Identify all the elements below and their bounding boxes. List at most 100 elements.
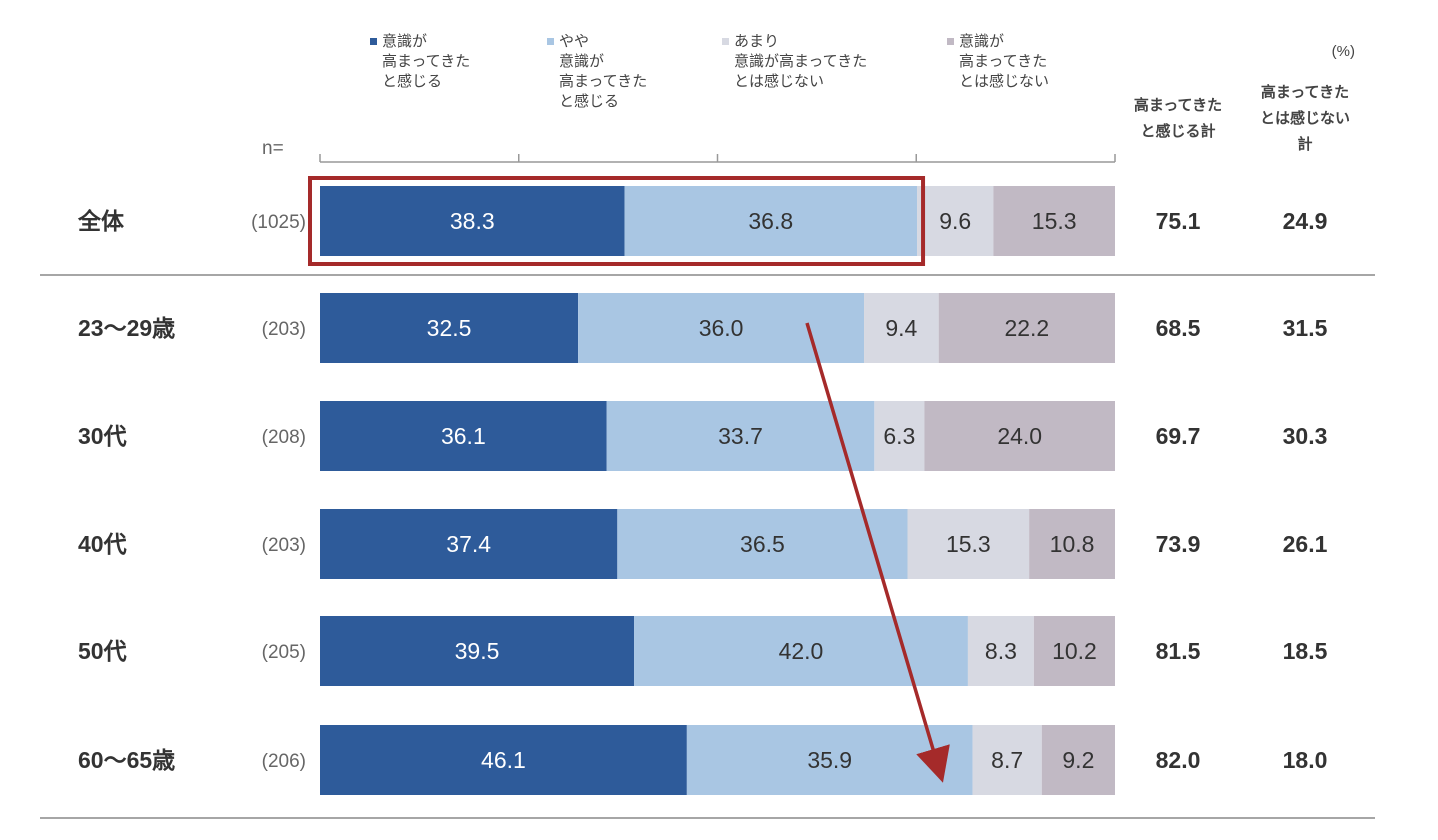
bar-segment — [320, 186, 625, 256]
bar-value-label: 36.8 — [748, 208, 793, 234]
legend-label: 高まってきた — [959, 53, 1047, 70]
bar-value-label: 9.2 — [1062, 747, 1094, 773]
bar-value-label: 32.5 — [427, 315, 472, 341]
n-value: (206) — [262, 751, 306, 772]
totals-header-2: 計 — [1297, 135, 1312, 153]
row-label: 30代 — [78, 423, 127, 449]
bar-value-label: 35.9 — [807, 747, 852, 773]
highlight-box — [308, 176, 926, 266]
bar-value-label: 15.3 — [946, 531, 991, 557]
total-value: 24.9 — [1283, 208, 1328, 234]
totals-header-2: 高まってきた — [1261, 83, 1349, 101]
bar-segment — [320, 616, 635, 686]
bar-value-label: 37.4 — [446, 531, 491, 557]
legend-label: と感じる — [382, 73, 442, 90]
bar-segment — [617, 509, 908, 579]
legend-swatch — [547, 38, 554, 45]
total-value: 73.9 — [1156, 531, 1201, 557]
legend-label: と感じる — [559, 93, 619, 110]
bar-value-label: 33.7 — [718, 423, 763, 449]
legend-label: あまり — [734, 33, 779, 50]
total-value: 18.5 — [1283, 638, 1328, 664]
bar-segment — [924, 401, 1115, 471]
bar-segment — [864, 293, 939, 363]
row-label: 50代 — [78, 638, 127, 664]
n-prefix: n= — [262, 138, 284, 159]
chart-row: 23〜29歳 (203) 32.5 36.0 9.4 22.2 68.5 31.5 — [78, 293, 1328, 363]
trend-arrow — [805, 322, 950, 783]
totals-header-1: と感じる計 — [1140, 122, 1215, 140]
bar-value-label: 22.2 — [1004, 315, 1049, 341]
total-value: 82.0 — [1156, 747, 1201, 773]
chart-row: 全体 (1025) 38.3 36.8 9.6 15.3 75.1 24.9 — [77, 186, 1327, 256]
legend-label: 意識が — [959, 32, 1004, 50]
bar-segment — [320, 725, 687, 795]
legend-label: 意識が — [382, 32, 427, 50]
legend-label: 意識が — [559, 52, 604, 70]
legend-label: やや — [559, 33, 589, 50]
bar-segment — [917, 186, 994, 256]
bar-value-label: 9.6 — [939, 208, 971, 234]
legend-label: 高まってきた — [559, 73, 647, 90]
bar-value-label: 42.0 — [779, 638, 824, 664]
bar-segment — [320, 509, 618, 579]
unit-label: (%) — [1332, 43, 1355, 60]
bar-segment — [624, 186, 918, 256]
bar-value-label: 39.5 — [455, 638, 500, 664]
totals-header-2: とは感じない — [1260, 109, 1350, 127]
n-value: (205) — [262, 642, 306, 663]
bar-value-label: 36.1 — [441, 423, 486, 449]
bar-value-label: 10.2 — [1052, 638, 1097, 664]
bar-value-label: 24.0 — [997, 423, 1042, 449]
bar-segment — [993, 186, 1115, 256]
bar-value-label: 15.3 — [1032, 208, 1077, 234]
bar-segment — [972, 725, 1042, 795]
row-label: 全体 — [77, 208, 125, 234]
row-label: 40代 — [78, 531, 127, 557]
total-value: 68.5 — [1156, 315, 1201, 341]
n-value: (208) — [262, 427, 306, 448]
total-value: 18.0 — [1283, 747, 1328, 773]
total-value: 69.7 — [1156, 423, 1201, 449]
bar-value-label: 38.3 — [450, 208, 495, 234]
bar-segment — [1041, 725, 1115, 795]
bar-segment — [938, 293, 1115, 363]
legend-label: とは感じない — [959, 73, 1049, 90]
row-label: 60〜65歳 — [78, 747, 175, 773]
bar-value-label: 8.7 — [991, 747, 1023, 773]
n-value: (1025) — [251, 212, 306, 233]
chart-row: 60〜65歳 (206) 46.1 35.9 8.7 9.2 82.0 18.0 — [78, 725, 1327, 795]
row-label: 23〜29歳 — [78, 315, 175, 341]
legend-label: 高まってきた — [382, 53, 470, 70]
total-value: 30.3 — [1283, 423, 1328, 449]
chart-row: 30代 (208) 36.1 33.7 6.3 24.0 69.7 30.3 — [78, 401, 1327, 471]
bar-value-label: 36.0 — [699, 315, 744, 341]
bar-segment — [967, 616, 1034, 686]
legend-label: 意識が高まってきた — [734, 52, 867, 70]
n-value: (203) — [262, 535, 306, 556]
bar-segment — [907, 509, 1030, 579]
total-value: 26.1 — [1283, 531, 1328, 557]
bar-value-label: 10.8 — [1050, 531, 1095, 557]
total-value: 75.1 — [1156, 208, 1201, 234]
bar-segment — [320, 401, 607, 471]
bar-value-label: 8.3 — [985, 638, 1017, 664]
legend-swatch — [722, 38, 729, 45]
totals-header-1: 高まってきた — [1134, 96, 1222, 114]
bar-value-label: 6.3 — [883, 423, 915, 449]
bar-value-label: 46.1 — [481, 747, 526, 773]
chart-row: 50代 (205) 39.5 42.0 8.3 10.2 81.5 18.5 — [78, 616, 1328, 686]
total-value: 81.5 — [1156, 638, 1201, 664]
chart-row: 40代 (203) 37.4 36.5 15.3 10.8 73.9 26.1 — [78, 509, 1328, 579]
bar-value-label: 9.4 — [885, 315, 917, 341]
bar-segment — [874, 401, 925, 471]
bar-segment — [1033, 616, 1115, 686]
legend-swatch — [947, 38, 954, 45]
n-value: (203) — [262, 319, 306, 340]
legend-label: とは感じない — [734, 73, 824, 90]
legend-swatch — [370, 38, 377, 45]
